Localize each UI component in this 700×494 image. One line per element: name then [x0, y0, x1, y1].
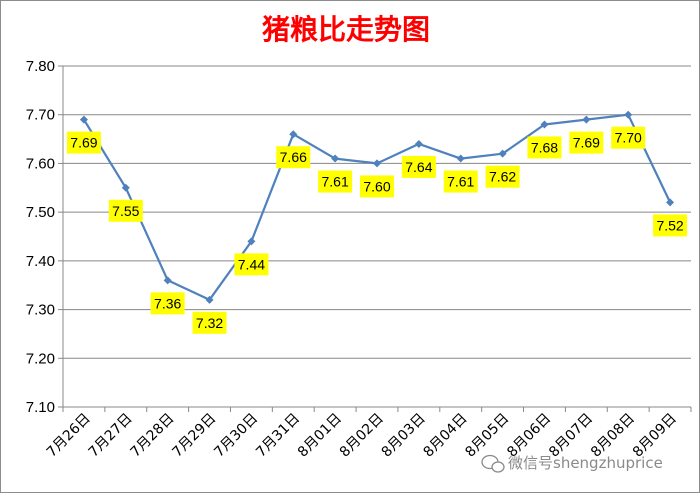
data-label-text: 7.64: [405, 159, 432, 175]
data-point: [624, 110, 633, 119]
data-label: 7.61: [443, 170, 478, 193]
x-tick-label: 7月31日: [253, 411, 303, 461]
data-label-box: [653, 214, 688, 237]
wechat-icon: [481, 454, 505, 473]
data-point: [121, 183, 130, 192]
watermark-text: 微信号shengzhuprice: [508, 454, 663, 472]
data-label: 7.32: [192, 311, 227, 334]
x-tick-label: 7月27日: [86, 411, 136, 461]
data-label-text: 7.70: [615, 130, 642, 146]
data-label-box: [611, 126, 646, 149]
data-label-text: 7.32: [196, 315, 223, 331]
data-label-box: [527, 136, 562, 159]
data-label-box: [401, 155, 436, 178]
x-tick-label: 7月29日: [169, 411, 219, 461]
data-label-text: 7.69: [573, 135, 600, 151]
data-label-box: [569, 131, 604, 154]
data-label-text: 7.44: [238, 256, 265, 272]
data-labels: 7.69 7.55 7.36 7.32 7.44 7.66 7.61 7.60 7.64 7.61…: [66, 126, 688, 334]
data-label-box: [66, 131, 101, 154]
data-point: [373, 159, 381, 168]
data-point: [666, 198, 675, 207]
data-label: 7.60: [360, 175, 394, 198]
series-line: [79, 110, 675, 304]
data-point: [289, 130, 298, 139]
grid-lines: [63, 65, 691, 359]
data-label-box: [108, 199, 143, 222]
data-label-box: [485, 165, 520, 188]
data-label-box: [360, 175, 394, 198]
data-label-box: [192, 311, 227, 334]
y-tick-label: 7.40: [26, 253, 55, 270]
x-tick-label: 7月28日: [127, 411, 177, 461]
data-label-text: 7.36: [154, 295, 181, 311]
data-point: [498, 149, 507, 158]
data-label-text: 7.60: [363, 178, 390, 194]
data-label: 7.36: [150, 292, 185, 315]
data-label: 7.55: [108, 199, 143, 222]
y-tick-label: 7.60: [26, 155, 55, 172]
data-point: [205, 295, 214, 304]
data-point: [414, 139, 423, 148]
data-point: [582, 115, 591, 124]
data-label-box: [443, 170, 478, 193]
y-tick-label: 7.50: [26, 204, 55, 221]
data-label: 7.64: [401, 155, 436, 178]
data-label: 7.44: [234, 253, 269, 276]
x-tick-label: 7月30日: [211, 411, 261, 461]
data-label: 7.68: [527, 136, 562, 159]
data-label-text: 7.62: [489, 169, 516, 185]
data-label-text: 7.52: [656, 217, 683, 233]
data-label-text: 7.61: [447, 174, 474, 190]
watermark: 微信号shengzhuprice: [481, 454, 663, 473]
x-tick-label: 7月26日: [44, 411, 94, 461]
data-label-text: 7.69: [70, 135, 97, 151]
data-label: 7.61: [318, 170, 353, 193]
data-label-text: 7.55: [112, 203, 139, 219]
data-label-text: 7.66: [280, 149, 307, 165]
data-label: 7.52: [653, 214, 688, 237]
chart-title: 猪粮比走势图: [262, 13, 430, 46]
y-tick-label: 7.10: [26, 399, 55, 416]
y-axis-ticks: 7.10 7.20 7.30 7.40 7.50 7.60 7.70 7.80: [26, 58, 55, 416]
axes: [58, 65, 692, 412]
y-tick-label: 7.80: [26, 58, 55, 75]
data-label: 7.69: [66, 131, 101, 154]
y-tick-label: 7.70: [26, 107, 55, 124]
data-point: [247, 237, 256, 246]
x-tick-label: 8月04日: [421, 411, 471, 461]
y-tick-label: 7.20: [26, 350, 55, 367]
data-label: 7.66: [276, 146, 311, 169]
data-label-box: [234, 253, 269, 276]
data-label-box: [150, 292, 185, 315]
x-tick-label: 8月01日: [295, 411, 345, 461]
data-label: 7.62: [485, 165, 520, 188]
data-label: 7.69: [569, 131, 604, 154]
data-point: [163, 276, 172, 285]
data-point: [540, 120, 549, 129]
data-point: [331, 154, 340, 163]
data-point: [79, 115, 88, 124]
data-point: [456, 154, 465, 163]
data-label-box: [276, 146, 311, 169]
data-label-text: 7.68: [531, 139, 558, 155]
data-label: 7.70: [611, 126, 646, 149]
x-tick-label: 8月03日: [379, 411, 429, 461]
y-tick-label: 7.30: [26, 302, 55, 319]
x-tick-label: 8月05日: [462, 411, 512, 461]
x-tick-label: 8月02日: [337, 411, 387, 461]
data-label-box: [318, 170, 353, 193]
data-label-text: 7.61: [322, 174, 349, 190]
